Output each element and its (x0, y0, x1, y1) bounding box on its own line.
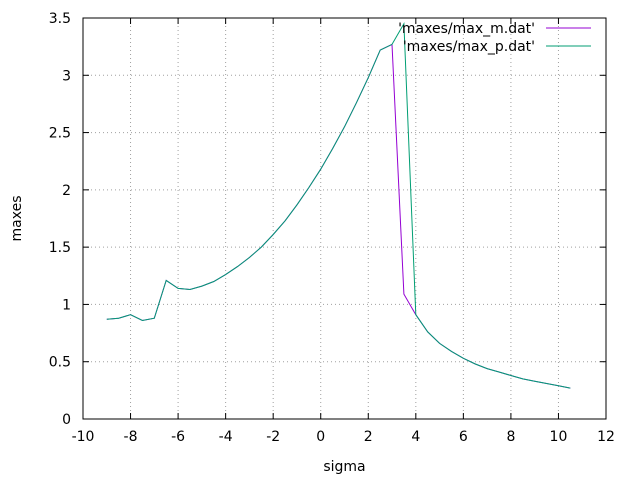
x-tick-label: -4 (219, 429, 233, 445)
y-tick-label: 1.5 (49, 240, 71, 256)
x-tick-label: 6 (459, 429, 468, 445)
x-tick-label: 2 (364, 429, 373, 445)
x-tick-labels: -10 -8 -6 -4 -2 0 2 4 6 8 10 12 (72, 429, 615, 445)
x-tick-label: 4 (411, 429, 420, 445)
y-tick-label: 2.5 (49, 126, 71, 142)
legend-label-0: 'maxes/max_m.dat' (398, 21, 535, 37)
plot-frame (82, 17, 607, 420)
axis-ticks (82, 17, 607, 420)
x-tick-label: -8 (124, 429, 138, 445)
x-tick-label: -6 (171, 429, 185, 445)
y-tick-label: 3.5 (49, 11, 71, 27)
series-line-1 (106, 21, 571, 389)
x-axis-label: sigma (323, 459, 365, 475)
y-tick-label: 1 (62, 297, 71, 313)
series-line-0 (106, 43, 571, 389)
legend-label-1: 'maxes/max_p.dat' (403, 39, 535, 55)
y-tick-label: 0 (62, 412, 71, 428)
x-tick-label: -2 (266, 429, 280, 445)
x-tick-label: 0 (316, 429, 325, 445)
x-tick-label: 10 (550, 429, 568, 445)
x-tick-label: -10 (72, 429, 95, 445)
series-group (106, 21, 571, 389)
x-tick-label: 12 (597, 429, 615, 445)
y-axis-label: maxes (9, 196, 25, 242)
y-tick-label: 0.5 (49, 355, 71, 371)
x-tick-label: 8 (506, 429, 515, 445)
y-tick-labels: 0 0.5 1 1.5 2 2.5 3 3.5 (49, 11, 71, 428)
y-tick-label: 2 (62, 183, 71, 199)
grid (83, 18, 606, 419)
y-tick-label: 3 (62, 68, 71, 84)
legend: 'maxes/max_m.dat' 'maxes/max_p.dat' (398, 21, 591, 55)
